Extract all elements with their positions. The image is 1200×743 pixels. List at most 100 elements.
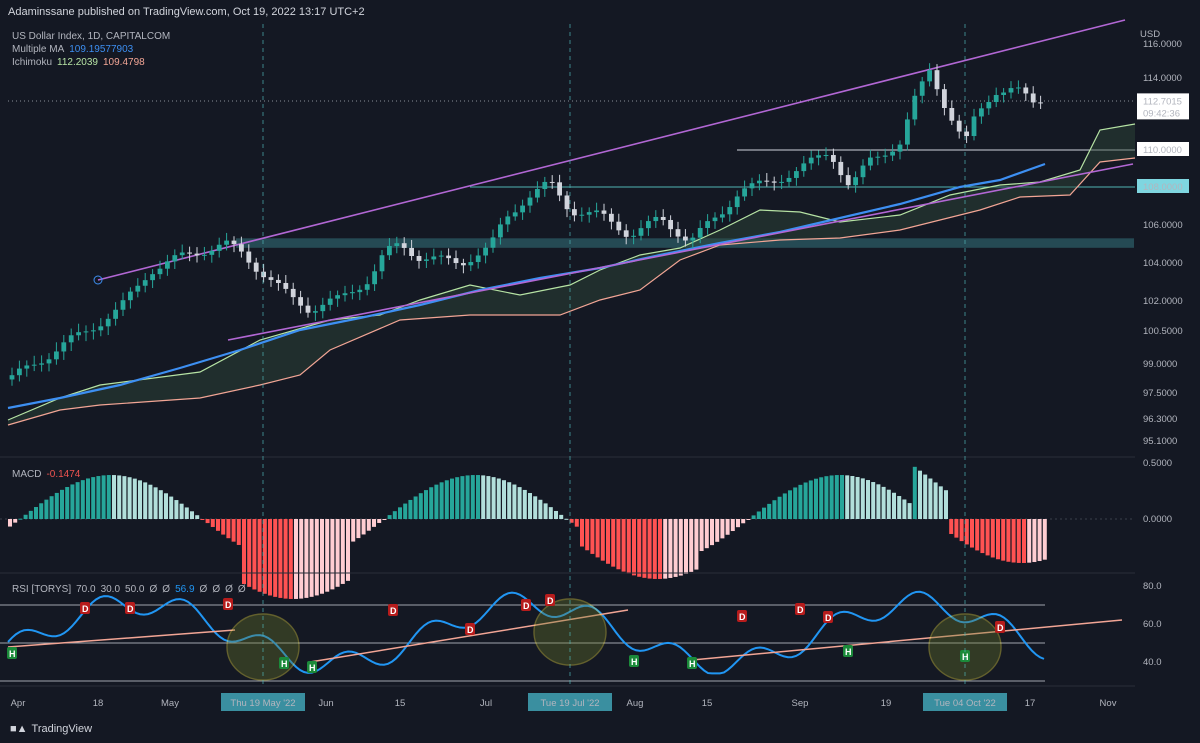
macd-bar: [767, 503, 772, 519]
candle-body: [379, 255, 385, 272]
candle-body: [453, 258, 459, 264]
macd-bar: [595, 519, 600, 558]
macd-bar: [481, 475, 486, 519]
divergence-badge: [223, 598, 233, 610]
price-tick-label: 96.3000: [1143, 414, 1177, 425]
divergence-badge-label: D: [997, 623, 1004, 633]
macd-bar: [476, 475, 480, 519]
candle-body: [120, 300, 126, 310]
candle-body: [927, 70, 932, 82]
candle-body: [712, 217, 718, 222]
candle-body: [54, 351, 59, 360]
macd-bar: [96, 476, 101, 519]
divergence-badge: [737, 610, 747, 622]
divergence-badge-label: H: [845, 647, 852, 657]
macd-bar: [268, 519, 272, 596]
macd-bar: [1037, 519, 1042, 562]
macd-bar: [112, 475, 116, 519]
rsi-tail: Ø: [199, 584, 208, 595]
candle-body: [416, 255, 422, 261]
macd-label: MACD: [12, 469, 42, 480]
macd-bar: [824, 476, 829, 519]
macd-bar: [741, 519, 746, 524]
macd-bar: [580, 519, 584, 547]
candle-body: [401, 243, 407, 248]
candle-body: [313, 311, 318, 313]
macd-bar: [600, 519, 605, 561]
macd-bar: [226, 519, 231, 539]
rsi-tail: Ø: [212, 584, 221, 595]
macd-bar: [762, 507, 766, 519]
candle-body: [579, 214, 585, 216]
macd-bar: [793, 487, 798, 519]
candle-body: [890, 151, 895, 156]
macd-bar: [200, 519, 205, 520]
candle-body: [276, 279, 281, 283]
macd-pane: [0, 466, 1135, 599]
divergence-badge: [307, 661, 317, 673]
macd-bar: [252, 519, 257, 590]
candle-body: [801, 163, 807, 172]
macd-bar: [434, 484, 439, 519]
candle-body: [142, 280, 148, 286]
macd-bar: [366, 519, 371, 531]
macd-bar: [1027, 519, 1032, 563]
rsi-label: RSI [TORYS]: [12, 584, 72, 595]
candle-body: [1008, 88, 1014, 93]
macd-bar: [730, 519, 735, 532]
tradingview-brand[interactable]: ■▲ TradingView: [10, 723, 92, 735]
candle-body: [690, 237, 696, 241]
macd-bar: [845, 475, 850, 519]
macd-bar: [912, 466, 917, 519]
macd-bar: [86, 478, 90, 519]
divergence-badge-label: D: [390, 606, 397, 616]
candle-body: [675, 229, 681, 237]
last-price-label: 112.7015: [1143, 96, 1182, 107]
divergence-badge: [629, 655, 639, 667]
divergence-circle: [928, 613, 1002, 681]
candle-body: [646, 221, 651, 229]
macd-bar: [60, 489, 64, 519]
highlight-date-label: Tue 04 Oct '22: [934, 698, 996, 709]
divergence-badge-label: H: [689, 659, 696, 669]
macd-bar: [1042, 519, 1047, 560]
macd-value: -0.1474: [46, 469, 81, 480]
candle-body: [779, 181, 784, 183]
candle-body: [202, 254, 207, 256]
macd-bar: [554, 510, 558, 519]
macd-bar: [18, 518, 23, 520]
macd-bar: [444, 480, 449, 519]
candle-body: [231, 240, 237, 245]
macd-bar: [996, 519, 1000, 560]
macd-bar: [512, 484, 517, 519]
footer-bar: [0, 719, 1200, 743]
macd-bar: [772, 500, 777, 519]
macd-bar: [606, 519, 610, 564]
price-legend: US Dollar Index, 1D, CAPITALCOM Multiple…: [12, 30, 175, 69]
macd-bar: [28, 510, 33, 519]
divergence-badge: [465, 623, 475, 635]
macd-bar: [486, 476, 491, 519]
candle-body: [949, 107, 955, 121]
macd-bar: [1032, 519, 1037, 563]
tradingview-logo-icon: ■▲: [10, 723, 28, 735]
divergence-badge: [823, 611, 833, 623]
macd-bar: [330, 519, 335, 590]
macd-bar: [502, 480, 506, 519]
candle-body: [165, 261, 170, 269]
divergence-badge-label: D: [225, 600, 232, 610]
candle-body: [431, 256, 437, 260]
highlight-date-label: Thu 19 May '22: [230, 698, 295, 709]
rsi-legend: RSI [TORYS] 70.0 30.0 50.0 Ø Ø 56.9 Ø Ø Ø Ø: [12, 583, 251, 596]
macd-bar: [283, 519, 288, 599]
upper-trendline: [97, 19, 1126, 281]
publish-text: Adaminssane published on TradingView.com…: [8, 6, 365, 18]
date-axis-label: 17: [1025, 698, 1036, 709]
candle-body: [357, 289, 363, 293]
divergence-badge-label: H: [9, 649, 16, 659]
macd-bar: [694, 519, 699, 570]
macd-bar: [496, 478, 501, 519]
candle-body: [771, 181, 777, 183]
countdown-label: 09:42:36: [1143, 108, 1180, 119]
